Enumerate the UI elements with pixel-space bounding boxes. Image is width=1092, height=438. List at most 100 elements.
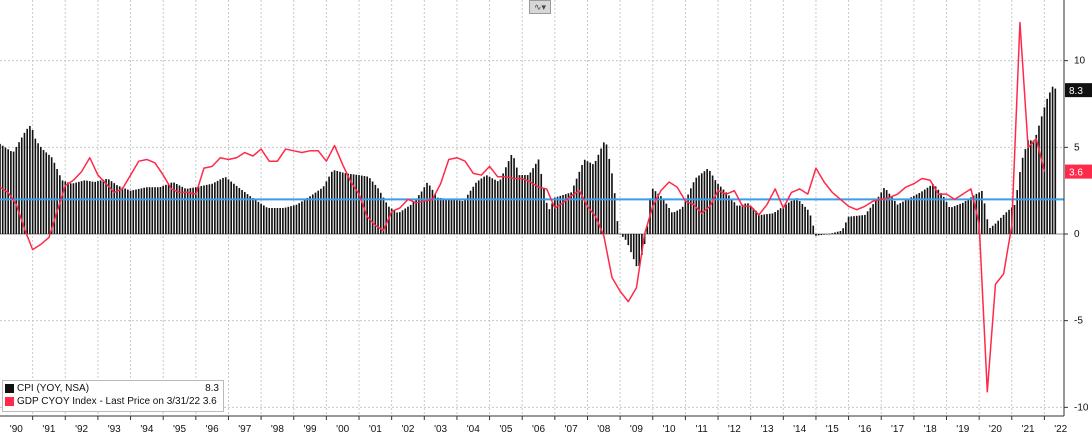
cpi-bar [850,216,853,234]
y-tick-label: 5 [1074,142,1080,153]
cpi-bar [755,210,757,234]
cpi-bar [254,200,257,234]
cpi-bar [600,148,602,234]
cpi-bar [970,197,972,234]
cpi-bar [352,174,355,234]
cpi-bar [235,185,238,234]
cpi-bar [518,175,521,234]
cpi-bar [69,183,72,234]
cpi-bar [491,178,494,234]
cpi-bar [956,204,959,234]
cpi-bar [994,223,997,234]
cpi-bar [99,180,102,234]
cpi-bar [279,208,281,234]
cpi-bar [31,130,34,234]
legend-item-cpi: CPI (YOY, NSA) 8.3 [5,382,223,395]
cpi-bar [613,193,616,234]
cpi-bar [611,173,613,234]
cpi-bar [61,180,64,234]
cpi-bar [203,185,205,234]
cpi-bar [730,198,733,234]
cpi-bar [271,208,273,234]
cpi-bar [336,171,339,234]
cpi-bar [624,234,627,240]
cpi-bar [880,192,883,234]
cpi-bar [670,212,673,234]
cpi-bar [703,171,706,234]
cpi-bar [894,200,896,234]
x-tick-label: '01 [369,424,382,435]
cpi-bar [0,143,1,234]
cpi-bar [725,192,728,234]
cpi-bar [978,192,980,234]
cpi-bar [107,179,110,234]
cpi-bar [26,128,29,234]
cpi-bar [453,199,456,234]
cpi-bar [320,188,322,234]
cpi-bar [42,150,45,234]
chart-type-button[interactable]: ∿▾ [529,0,551,14]
cpi-bar [510,154,513,234]
cpi-bar [287,206,290,234]
cpi-bar [200,186,203,234]
cpi-bar [292,205,295,234]
cpi-bar [137,188,140,234]
y-tick-label: -10 [1074,402,1089,413]
cpi-bar [847,216,850,234]
cpi-bar [233,183,235,234]
cpi-bar [102,179,105,234]
cpi-bar [747,203,749,234]
cpi-bar [404,208,407,234]
cpi-bar [964,200,967,234]
cpi-bar [192,187,194,234]
cpi-bar [39,146,42,234]
cpi-bar [532,168,534,234]
cpi-bar [728,195,730,234]
cpi-bar [986,219,989,234]
cpi-bar [902,201,904,234]
cpi-bar [885,190,888,234]
cpi-bar [758,213,760,234]
cpi-bar [205,184,208,234]
cpi-bar [426,182,428,234]
cpi-bar [1013,205,1016,234]
cpi-bar [167,183,170,234]
cpi-bar [722,189,725,234]
cpi-bar [657,193,660,234]
cpi-bar [1002,214,1005,234]
cpi-bar [616,221,619,234]
cpi-bar [945,201,948,234]
cpi-bar [684,200,687,234]
cpi-bar [18,142,20,234]
cpi-bar [450,199,453,234]
cpi-bar [86,180,88,234]
cpi-bar [469,190,472,234]
cpi-bar [464,198,466,234]
cpi-bar [358,175,360,234]
cpi-bar [627,234,630,246]
x-tick-label: '21 [1022,424,1035,435]
cpi-bar [763,214,766,234]
cpi-bar [526,175,529,234]
cpi-bar [812,225,815,234]
cpi-bar [662,199,665,234]
legend-item-gdp: GDP CYOY Index - Last Price on 3/31/22 3… [5,395,223,408]
cpi-bar [311,194,314,234]
cpi-bar [246,194,249,234]
cpi-bar [494,179,496,234]
cpi-bar [298,203,300,234]
cpi-bar [738,205,741,234]
cpi-bar [915,194,918,234]
cpi-bar [317,190,320,234]
cpi-bar [371,181,374,234]
cpi-bar [630,234,632,253]
x-axis: '90 '91 '92 '93 '94 '95 '96 '97 '98 '99 '00 '01 '02 '… [0,415,1068,435]
cpi-bar [719,186,722,234]
cpi-bar [951,207,953,234]
cpi-bar [230,181,232,234]
cpi-bar [431,189,434,234]
cpi-bar [23,132,26,234]
cpi-bar [385,202,388,234]
cpi-bar [241,190,243,234]
cpi-bar [360,175,363,234]
